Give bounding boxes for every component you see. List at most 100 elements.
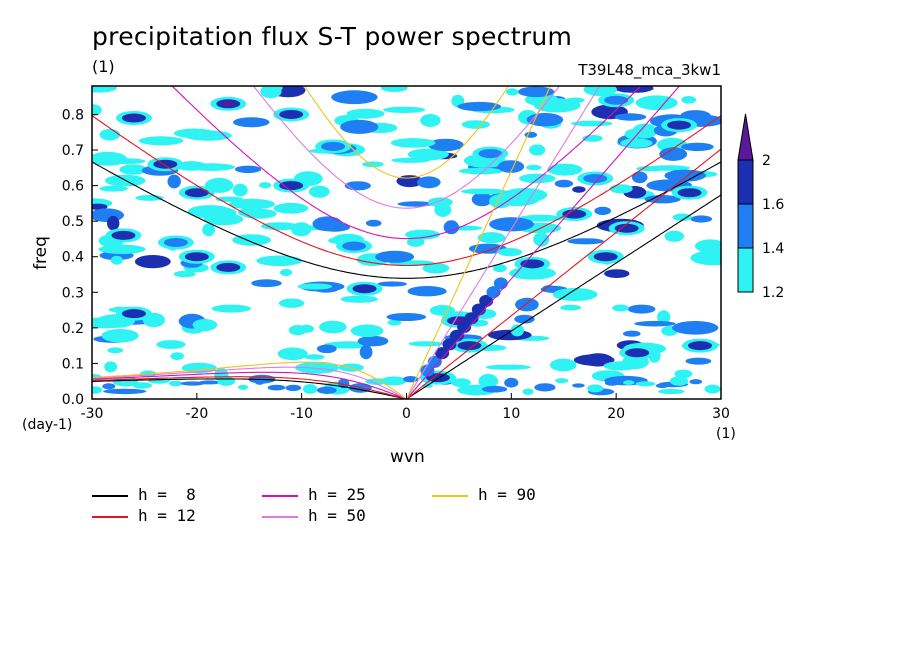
contour-blob xyxy=(704,384,721,394)
contour-blob xyxy=(407,286,447,297)
contour-blob xyxy=(522,388,534,395)
contour-blob xyxy=(669,376,689,386)
colorbar-label: 1.6 xyxy=(762,197,784,213)
contour-blob xyxy=(461,120,490,129)
contour-blob xyxy=(644,195,681,204)
contour-feature xyxy=(478,149,503,159)
contour-blob xyxy=(554,179,574,188)
contour-blob xyxy=(560,304,582,311)
contour-feature-core xyxy=(222,101,235,107)
contour-feature xyxy=(625,348,650,358)
contour-blob xyxy=(533,98,581,113)
contour-blob xyxy=(119,164,147,175)
contour-blob xyxy=(390,138,436,148)
dispersion-curve-inertio-gravity xyxy=(303,86,510,179)
kelvin-band-blob xyxy=(493,277,508,290)
contour-blob xyxy=(614,113,647,121)
contour-blob xyxy=(280,268,293,277)
contour-blob xyxy=(489,194,512,209)
x-tick-label: 10 xyxy=(502,406,520,422)
contour-blob xyxy=(217,376,236,386)
contour-blob xyxy=(623,380,635,385)
legend-label: h = 90 xyxy=(478,485,536,504)
dispersion-curve-inertio-gravity xyxy=(92,161,721,279)
contour-blob xyxy=(297,283,333,290)
contour-blob xyxy=(267,384,286,391)
y-tick-label: 0.0 xyxy=(62,392,84,408)
contour-feature xyxy=(583,173,608,183)
contour-blob xyxy=(635,95,678,111)
contour-blob xyxy=(657,310,671,325)
contour-blob xyxy=(636,165,667,172)
contour-blob xyxy=(497,160,525,173)
contour-blob xyxy=(331,90,378,105)
contour-blob xyxy=(350,324,384,338)
contour-feature xyxy=(614,223,639,233)
contour-blob xyxy=(253,375,266,385)
contour-blob xyxy=(295,361,339,374)
contour-blob xyxy=(471,192,493,207)
contour-blob xyxy=(457,101,502,112)
contour-feature xyxy=(688,341,713,351)
contour-feature xyxy=(677,188,702,198)
contour-blob xyxy=(659,147,688,161)
contour-blob xyxy=(635,381,656,387)
contour-blob xyxy=(308,185,330,198)
kelvin-band-blob xyxy=(457,320,472,333)
contour-blob xyxy=(422,262,450,274)
chart-title: precipitation flux S-T power spectrum xyxy=(92,22,573,51)
y-tick-label: 0.4 xyxy=(62,250,84,266)
contour-blob xyxy=(134,255,171,269)
legend-swatch xyxy=(262,495,298,497)
contour-blob xyxy=(572,383,585,388)
contour-blob xyxy=(634,320,676,327)
contour-blob xyxy=(478,373,499,389)
contour-blob xyxy=(233,117,270,128)
contour-blob xyxy=(232,234,271,246)
y-unit-label: (day-1) xyxy=(22,417,73,433)
contour-blob xyxy=(101,329,139,343)
contour-feature xyxy=(279,109,304,119)
contour-blob xyxy=(627,304,656,314)
y-tick-label: 0.3 xyxy=(62,285,84,301)
contour-blob xyxy=(273,202,309,214)
contour-blob xyxy=(110,255,123,265)
contour-blob xyxy=(604,380,620,386)
contour-blob xyxy=(695,239,721,253)
contour-blob xyxy=(405,229,440,240)
contour-blob xyxy=(534,383,556,392)
contour-blob xyxy=(587,384,604,393)
legend-swatch xyxy=(92,495,128,497)
contour-blob xyxy=(417,176,441,189)
contour-blob xyxy=(680,110,711,122)
contour-blob xyxy=(277,347,308,361)
contour-blob xyxy=(690,250,721,266)
contour-blob xyxy=(555,378,569,384)
contour-blob xyxy=(198,380,221,385)
contour-blob xyxy=(319,320,347,334)
contour-blob xyxy=(251,279,282,288)
contour-blob xyxy=(672,213,692,221)
contour-feature xyxy=(111,230,136,240)
contour-blob xyxy=(487,329,532,341)
x-axis-label: wvn xyxy=(390,447,425,467)
contour-feature xyxy=(342,241,367,251)
contour-blob xyxy=(167,174,181,189)
legend-swatch xyxy=(92,516,128,518)
contour-blob xyxy=(514,314,535,324)
contour-blob xyxy=(481,385,508,393)
contour-blob xyxy=(375,250,415,263)
contour-blob xyxy=(170,352,184,360)
contour-blob xyxy=(542,285,556,291)
dispersion-curve-kelvin xyxy=(406,86,681,399)
run-label: T39L48_mca_3kw1 xyxy=(578,61,721,79)
contour-blob xyxy=(631,171,648,184)
x-tick-label: 30 xyxy=(712,406,730,422)
contour-feature xyxy=(163,238,188,247)
contour-blob xyxy=(572,186,586,193)
colorbar-cap xyxy=(737,113,754,161)
contour-blob xyxy=(567,238,604,245)
contour-feature xyxy=(279,181,304,191)
contour-blob xyxy=(184,130,232,141)
colorbar-label: 1.4 xyxy=(762,241,784,257)
